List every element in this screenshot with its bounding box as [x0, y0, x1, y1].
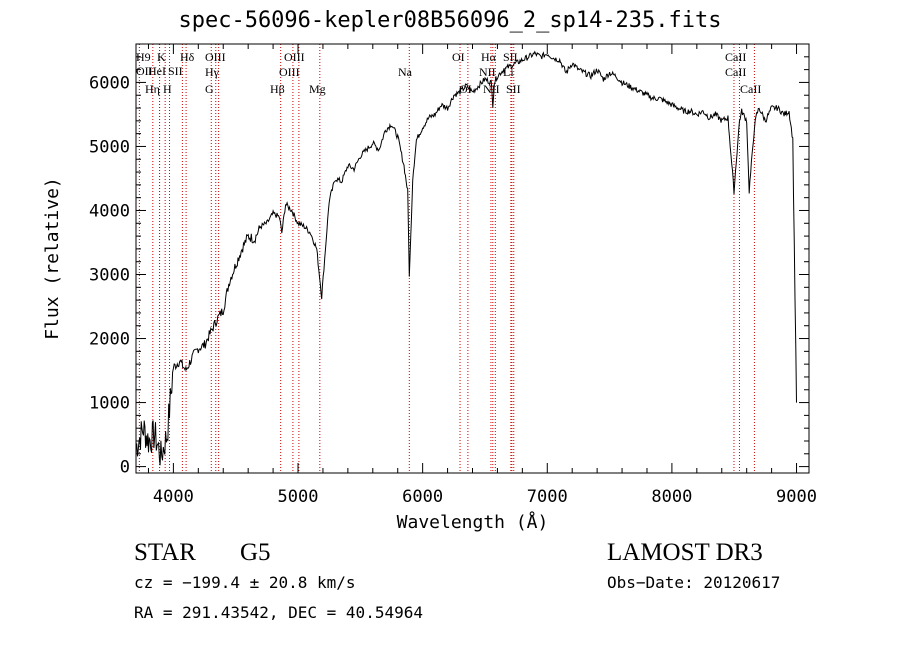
x-tick-label-9000: 9000 [776, 487, 817, 507]
line-label-Heta: Hη [145, 82, 160, 96]
y-tick-label-1000: 1000 [89, 394, 130, 414]
redshift-velocity: cz = −199.4 ± 20.8 km/s [134, 573, 356, 592]
y-tick-label-0: 0 [120, 458, 130, 478]
line-label-OIII-4959: OIII [284, 50, 305, 64]
line-label-OI-6363: OI [459, 82, 472, 96]
line-label-Hdelta: Hδ [180, 50, 195, 64]
line-label-SII-6731: SII [506, 82, 521, 96]
line-label-Hgamma: Hγ [205, 65, 220, 79]
x-tick-label-8000: 8000 [651, 487, 692, 507]
object-class: STAR [134, 539, 196, 566]
line-label-CaII-8542: CaII [725, 65, 746, 79]
x-axis-label: Wavelength (Å) [397, 511, 549, 533]
line-label-Mg: Mg [309, 82, 326, 96]
spectrum-line [135, 50, 797, 466]
line-label-OIII-4363: OIII [205, 50, 226, 64]
observation-date: Obs−Date: 20120617 [607, 573, 781, 592]
line-label-Li: Li [503, 65, 514, 79]
plot-frame [135, 43, 810, 474]
object-subclass: G5 [240, 539, 271, 566]
line-label-OIII-5007: OIII [279, 65, 300, 79]
line-label-NII-6548: NII [479, 65, 496, 79]
line-label-CaII-8662: CaII [740, 82, 761, 96]
y-tick-label-4000: 4000 [89, 201, 130, 221]
line-label-SII: SII [168, 64, 183, 78]
y-tick-label-2000: 2000 [89, 330, 130, 350]
y-tick-label-3000: 3000 [89, 266, 130, 286]
line-label-K: K [157, 50, 166, 64]
line-label-Halpha: Hα [481, 50, 497, 64]
coordinates: RA = 291.43542, DEC = 40.54964 [134, 603, 423, 622]
y-tick-label-6000: 6000 [89, 73, 130, 93]
line-label-G: G [205, 82, 214, 96]
x-tick-label-4000: 4000 [153, 487, 194, 507]
line-label-H9: H9 [136, 50, 151, 64]
chart-title: spec-56096-kepler08B56096_2_sp14-235.fit… [178, 8, 722, 33]
line-label-H: H [163, 82, 172, 96]
line-label-Hbeta: Hβ [270, 82, 285, 96]
line-label-OII: OII [136, 64, 153, 78]
survey-name: LAMOST DR3 [607, 539, 763, 566]
line-label-OI-6300: OI [452, 50, 465, 64]
x-tick-label-6000: 6000 [402, 487, 443, 507]
y-tick-label-5000: 5000 [89, 137, 130, 157]
x-tick-label-5000: 5000 [278, 487, 319, 507]
line-label-CaII-8498: CaII [725, 50, 746, 64]
line-label-HeI: HeI [148, 64, 166, 78]
line-label-SII-6716: SII [503, 50, 518, 64]
x-tick-label-7000: 7000 [527, 487, 568, 507]
y-axis-label: Flux (relative) [42, 177, 63, 340]
line-label-Na: Na [398, 65, 413, 79]
